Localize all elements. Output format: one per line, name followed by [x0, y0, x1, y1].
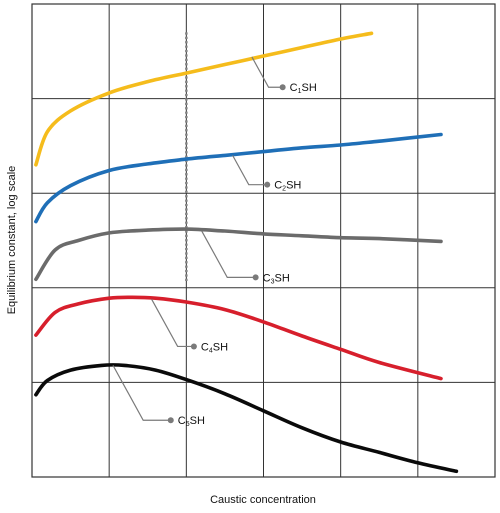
- callout-leader-5: [112, 365, 171, 421]
- callout-leader-1: [251, 56, 283, 88]
- series-line-4: [34, 295, 443, 381]
- callout-dot-1: [279, 84, 286, 91]
- callout-dot-3: [252, 274, 259, 281]
- callout-dot-2: [264, 181, 271, 188]
- series-label-3: C3SH: [263, 272, 290, 285]
- callout-dot-4: [190, 343, 197, 350]
- series-line-2: [34, 132, 443, 224]
- plot-frame: [31, 3, 496, 478]
- y-axis-label: Equilibrium constant, log scale: [6, 166, 18, 315]
- callout-leader-4: [151, 298, 194, 348]
- callout-leader-2: [232, 155, 268, 186]
- x-axis-label: Caustic concentration: [210, 494, 316, 506]
- series-label-5: C5SH: [178, 415, 205, 428]
- series-label-4: C4SH: [201, 341, 228, 354]
- series-group: [34, 31, 459, 474]
- callout-leader-3: [201, 230, 256, 278]
- series-line-1: [34, 31, 374, 167]
- callout-dot-5: [167, 417, 174, 424]
- callout-group: C1SH C2SH C3SH C4SH C5SH: [112, 56, 317, 428]
- series-line-5: [34, 363, 459, 474]
- series-line-3: [34, 227, 443, 282]
- series-label-1: C1SH: [290, 82, 317, 95]
- series-label-2: C2SH: [274, 180, 301, 193]
